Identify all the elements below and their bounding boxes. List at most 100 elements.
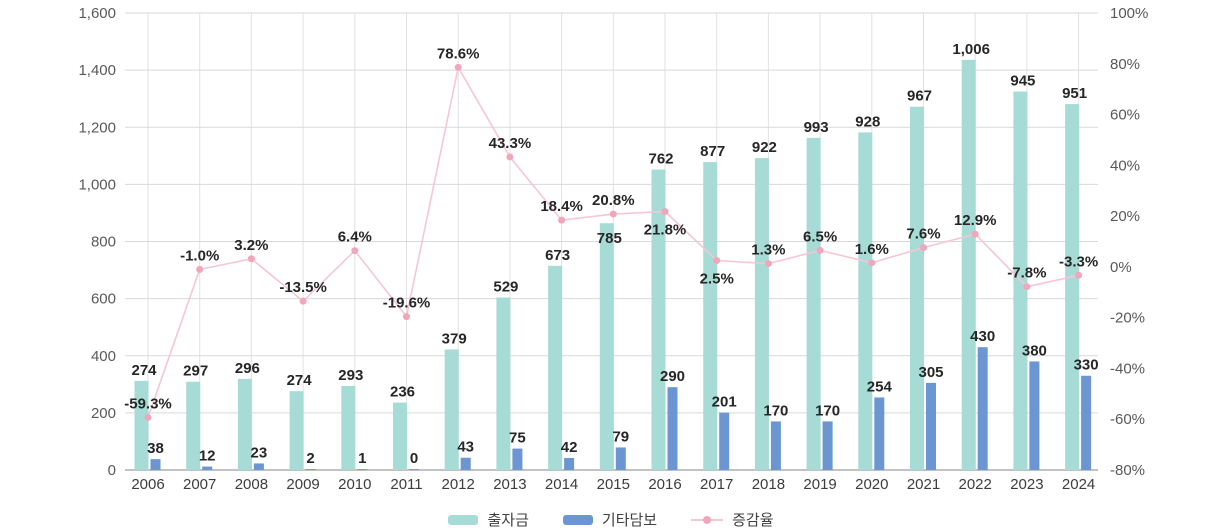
teal-bar-value-label: 993 [804,119,829,136]
blue-bar-value-label: 0 [410,450,418,467]
rate-marker [971,230,979,238]
blue-bar-value-label: 254 [867,378,893,395]
rate-marker [713,257,721,265]
right-axis-tick-label: 60% [1110,107,1140,124]
x-axis-year-label: 2013 [493,476,526,493]
rate-marker [1023,283,1031,291]
blue-bar [305,469,316,470]
teal-bar-value-label: 296 [235,360,260,377]
legend-label: 출자금 [487,512,529,529]
x-axis-year-label: 2018 [752,476,785,493]
rate-marker [868,259,876,267]
teal-bar [858,132,873,471]
legend-item-rate[interactable]: 증감율 [691,509,774,530]
teal-bar-value-label: 945 [1010,73,1035,90]
teal-bar-value-label: 762 [648,151,673,168]
teal-bar [289,391,304,470]
legend-label: 증감율 [732,512,774,529]
teal-bar [806,137,821,471]
blue-bar [1081,375,1092,470]
right-axis-tick-label: -60% [1110,411,1145,428]
left-axis-tick-label: 200 [91,405,116,422]
teal-bar [754,158,769,470]
teal-bar-value-label: 236 [390,384,415,401]
rate-value-label: -3.3% [1059,253,1098,270]
rate-value-label: 20.8% [592,192,635,209]
blue-bar [150,459,161,470]
rate-value-label: 18.4% [540,198,583,215]
rate-marker [558,216,566,224]
rate-value-label: -19.6% [383,295,431,312]
rate-marker [351,247,359,255]
teal-bar [134,380,149,470]
left-axis-tick-label: 0 [108,462,116,479]
teal-bar [341,386,356,470]
rate-marker [816,246,824,254]
rate-marker [1075,271,1083,279]
rate-value-label: -7.8% [1007,265,1046,282]
blue-bar [253,463,264,470]
x-axis-year-label: 2019 [803,476,836,493]
x-axis-year-label: 2023 [1010,476,1043,493]
teal-bar [599,223,614,470]
blue-bar [822,421,833,470]
teal-bar-value-label: 274 [287,372,313,389]
x-axis-year-label: 2017 [700,476,733,493]
legend-item-gitadambo[interactable]: 기타담보 [562,509,657,530]
blue-bar-value-label: 42 [561,439,578,456]
blue-bar-value-label: 170 [763,402,788,419]
x-axis-year-label: 2011 [390,476,422,493]
rate-marker [403,313,410,321]
blue-bar [202,466,213,470]
teal-bar-value-label: 529 [493,278,518,295]
blue-bar-value-label: 43 [457,439,474,456]
teal-bar [703,162,718,470]
blue-bar [667,387,678,470]
blue-bar [460,457,471,470]
blue-bar-value-label: 79 [612,428,629,445]
blue-bar-value-label: 430 [970,328,995,345]
x-axis-year-label: 2007 [183,476,216,493]
right-axis-tick-label: 0% [1110,259,1132,276]
teal-bar [548,265,563,470]
rate-marker [454,63,462,71]
blue-bar-value-label: 290 [660,368,685,385]
rate-marker [144,413,152,421]
blue-bar-value-label: 201 [712,394,737,411]
teal-bar-value-label: 928 [855,113,880,130]
blue-series-swatch [562,514,593,525]
blue-bar-value-label: 330 [1074,357,1099,374]
blue-bar [926,382,936,470]
rate-value-label: 6.5% [803,228,837,245]
rate-value-label: 6.4% [338,229,372,246]
left-axis-tick-label: 1,600 [78,5,116,22]
blue-bar-value-label: 380 [1022,342,1047,359]
rate-marker [764,260,772,268]
rate-value-label: 21.8% [644,222,687,239]
blue-bar-value-label: 1 [358,450,366,467]
teal-bar [393,402,407,470]
rate-marker [920,244,927,252]
x-axis-year-label: 2008 [235,476,268,493]
rate-value-label: 1.6% [855,241,889,258]
teal-bar-value-label: 274 [131,362,157,379]
right-axis-tick-label: 80% [1110,56,1140,73]
teal-bar [961,59,976,470]
blue-bar [357,469,368,470]
rate-marker [247,255,255,263]
blue-bar [719,412,730,470]
left-axis-tick-label: 1,400 [78,62,116,79]
legend-item-chuljagm[interactable]: 출자금 [448,509,529,530]
blue-bar [409,469,419,470]
teal-bar [1065,104,1080,470]
blue-bar-value-label: 170 [815,402,840,419]
left-axis-tick-label: 800 [91,234,116,251]
x-axis-year-label: 2016 [648,476,681,493]
blue-bar [615,447,626,470]
rate-value-label: -13.5% [279,279,327,296]
teal-bar [237,378,252,470]
chart-legend: 출자금 기타담보 증감율 [0,509,1222,530]
teal-bar-value-label: 922 [752,139,777,156]
rate-marker [506,153,514,161]
